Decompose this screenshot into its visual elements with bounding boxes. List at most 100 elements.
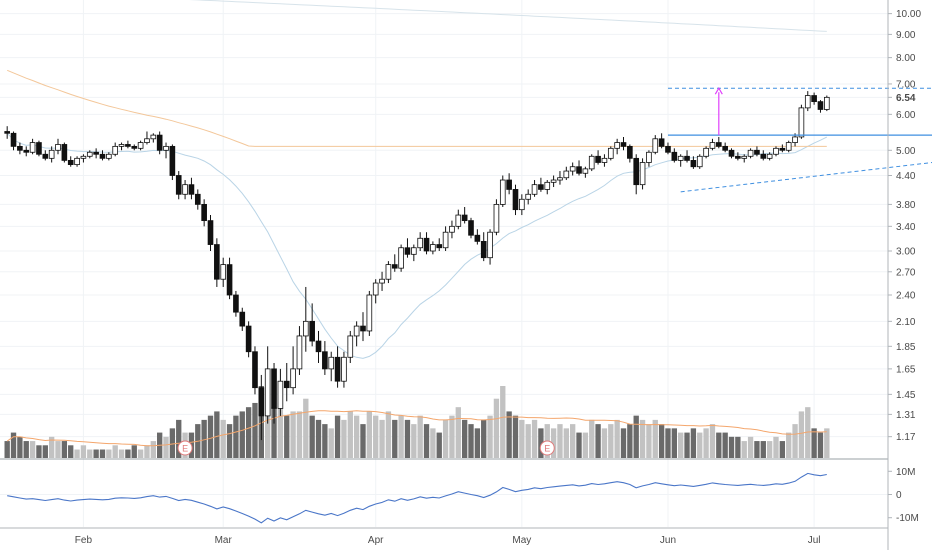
- candle[interactable]: [423, 237, 430, 252]
- candle[interactable]: [188, 184, 195, 195]
- candle[interactable]: [455, 214, 462, 227]
- candle[interactable]: [214, 244, 220, 280]
- candle[interactable]: [696, 155, 703, 168]
- candle[interactable]: [665, 145, 671, 153]
- candle[interactable]: [328, 356, 335, 370]
- candle[interactable]: [658, 138, 665, 147]
- candle[interactable]: [735, 155, 741, 159]
- candle[interactable]: [233, 294, 239, 313]
- candle[interactable]: [245, 325, 252, 353]
- candle[interactable]: [436, 244, 443, 249]
- candle[interactable]: [741, 155, 748, 159]
- candle[interactable]: [220, 264, 227, 280]
- candle[interactable]: [715, 142, 722, 147]
- candle[interactable]: [569, 166, 576, 172]
- candle[interactable]: [627, 145, 633, 159]
- candle[interactable]: [639, 162, 646, 186]
- candle[interactable]: [620, 142, 627, 147]
- candle[interactable]: [576, 166, 582, 174]
- candle[interactable]: [61, 144, 68, 161]
- candle[interactable]: [652, 138, 659, 153]
- candle[interactable]: [67, 160, 74, 165]
- candle[interactable]: [29, 142, 36, 153]
- candle[interactable]: [309, 320, 315, 342]
- candle[interactable]: [614, 142, 620, 149]
- candle[interactable]: [372, 282, 379, 296]
- candle[interactable]: [201, 203, 207, 222]
- candle[interactable]: [93, 151, 99, 155]
- candle[interactable]: [353, 325, 360, 337]
- candle[interactable]: [824, 96, 830, 110]
- candle[interactable]: [17, 145, 23, 151]
- candle[interactable]: [595, 155, 601, 163]
- candle[interactable]: [36, 142, 42, 155]
- candle[interactable]: [296, 335, 303, 370]
- candle[interactable]: [690, 160, 697, 168]
- earnings-marker[interactable]: [177, 440, 193, 456]
- candle[interactable]: [411, 247, 417, 255]
- candle[interactable]: [499, 179, 506, 205]
- candle[interactable]: [391, 264, 398, 269]
- candle[interactable]: [506, 179, 512, 190]
- candle[interactable]: [226, 264, 233, 296]
- candle[interactable]: [792, 136, 798, 143]
- candle[interactable]: [468, 220, 474, 236]
- candle[interactable]: [341, 356, 347, 382]
- candle[interactable]: [430, 244, 436, 252]
- candle[interactable]: [125, 144, 131, 147]
- candle[interactable]: [754, 149, 760, 155]
- candle[interactable]: [379, 278, 385, 284]
- candle[interactable]: [538, 184, 544, 190]
- candle[interactable]: [80, 155, 87, 159]
- candle[interactable]: [334, 356, 341, 382]
- candle[interactable]: [175, 175, 182, 195]
- candle[interactable]: [760, 153, 767, 159]
- candle[interactable]: [709, 142, 716, 149]
- candle[interactable]: [48, 149, 55, 159]
- candle[interactable]: [449, 225, 455, 233]
- candle[interactable]: [512, 189, 519, 211]
- candle[interactable]: [55, 144, 61, 151]
- candle[interactable]: [798, 107, 805, 138]
- candle[interactable]: [633, 157, 640, 186]
- candle[interactable]: [302, 320, 309, 337]
- candle[interactable]: [747, 149, 754, 157]
- candle[interactable]: [283, 380, 290, 389]
- candle[interactable]: [404, 247, 411, 255]
- candle[interactable]: [677, 155, 684, 161]
- candle[interactable]: [277, 380, 284, 409]
- price-candles[interactable]: [4, 91, 830, 441]
- earnings-markers[interactable]: EEE: [177, 440, 932, 456]
- candle[interactable]: [271, 368, 277, 409]
- candle[interactable]: [804, 95, 811, 109]
- candle[interactable]: [544, 181, 551, 190]
- candle[interactable]: [239, 311, 246, 327]
- candle[interactable]: [74, 157, 80, 165]
- candle[interactable]: [106, 153, 112, 159]
- candle[interactable]: [474, 234, 481, 242]
- candle[interactable]: [493, 203, 500, 233]
- candle[interactable]: [563, 170, 570, 179]
- candle[interactable]: [480, 240, 487, 259]
- candle[interactable]: [550, 179, 557, 183]
- candle[interactable]: [118, 144, 125, 147]
- candle[interactable]: [163, 145, 169, 151]
- candle[interactable]: [811, 95, 817, 103]
- candle[interactable]: [144, 138, 150, 143]
- candle[interactable]: [531, 184, 538, 195]
- candle[interactable]: [646, 151, 652, 163]
- candle[interactable]: [817, 101, 824, 110]
- earnings-marker[interactable]: [539, 440, 555, 456]
- candle[interactable]: [487, 231, 493, 259]
- candle[interactable]: [684, 155, 690, 161]
- candle[interactable]: [252, 351, 258, 389]
- candle[interactable]: [671, 151, 678, 161]
- candle[interactable]: [398, 247, 404, 269]
- candle[interactable]: [519, 198, 525, 211]
- candle[interactable]: [366, 294, 373, 332]
- candle[interactable]: [773, 147, 779, 155]
- candle[interactable]: [10, 132, 17, 147]
- candle[interactable]: [385, 264, 392, 280]
